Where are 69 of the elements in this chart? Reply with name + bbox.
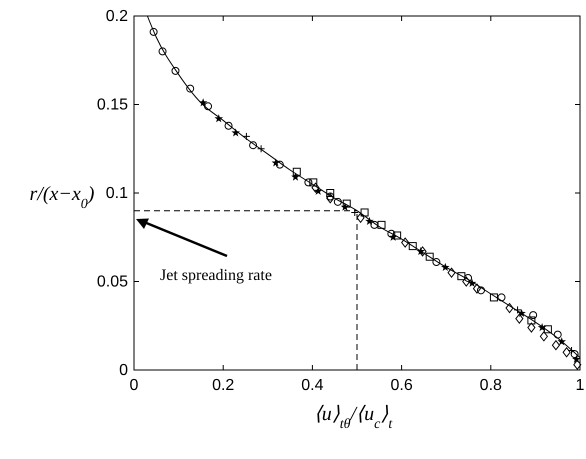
point (517, 308, 526, 317)
point (214, 114, 224, 122)
point (462, 276, 470, 286)
point (171, 66, 180, 75)
x-tick-label: 0.6 (390, 377, 413, 394)
point (552, 340, 560, 350)
point (304, 178, 312, 186)
x-tick-label: 0.4 (301, 377, 324, 394)
annotation: Jet spreading rate (160, 267, 272, 284)
point (198, 98, 208, 106)
x-tick-label: 1 (576, 377, 585, 394)
point (401, 238, 410, 248)
point (272, 158, 280, 167)
point (527, 322, 536, 333)
point (554, 330, 562, 339)
point (529, 311, 538, 320)
x-tick-label: 0 (130, 377, 139, 394)
point (476, 286, 485, 294)
point (457, 272, 466, 280)
y-tick-label: 0.1 (106, 185, 128, 202)
point (490, 293, 498, 302)
point (464, 274, 472, 282)
y-tick-label: 0.2 (106, 8, 128, 25)
point (312, 182, 320, 193)
y-tick-label: 0 (119, 362, 128, 379)
point (326, 192, 334, 201)
y-tick-label: 0.05 (96, 274, 128, 290)
point (231, 128, 240, 136)
point (204, 102, 212, 110)
point (292, 168, 301, 176)
point (498, 293, 506, 302)
point (342, 200, 351, 208)
point (249, 141, 258, 150)
point (378, 220, 386, 229)
point (334, 198, 342, 206)
point (472, 284, 481, 294)
point (186, 84, 194, 93)
x-axis-title: ⟨u⟩$_{tθ}$/⟨u$_{c}$⟩$_{t}$ (314, 403, 394, 432)
point (387, 230, 396, 238)
point (441, 262, 450, 271)
point (224, 122, 233, 130)
point (448, 268, 456, 278)
point (356, 212, 365, 223)
point (515, 314, 524, 324)
point (506, 303, 514, 314)
point (527, 316, 536, 324)
point (158, 47, 167, 56)
point (326, 189, 334, 197)
point (562, 347, 571, 358)
point (573, 360, 582, 370)
y-tick-label: 0.15 (96, 96, 128, 114)
x-tick-label: 0.8 (480, 377, 502, 394)
point (326, 193, 334, 204)
point (540, 331, 548, 342)
x-tick-label: 0.2 (212, 377, 234, 394)
point (544, 325, 552, 334)
point (557, 337, 566, 346)
point (150, 28, 158, 36)
point (360, 208, 369, 216)
point (370, 220, 378, 229)
y-axis-title: r/(x−x$_{0}$) (30, 183, 95, 212)
point (432, 258, 440, 266)
point (276, 160, 284, 169)
point (426, 252, 434, 261)
point (393, 231, 402, 240)
point (408, 242, 417, 250)
point (570, 350, 579, 358)
point (365, 216, 374, 225)
point (309, 178, 318, 186)
